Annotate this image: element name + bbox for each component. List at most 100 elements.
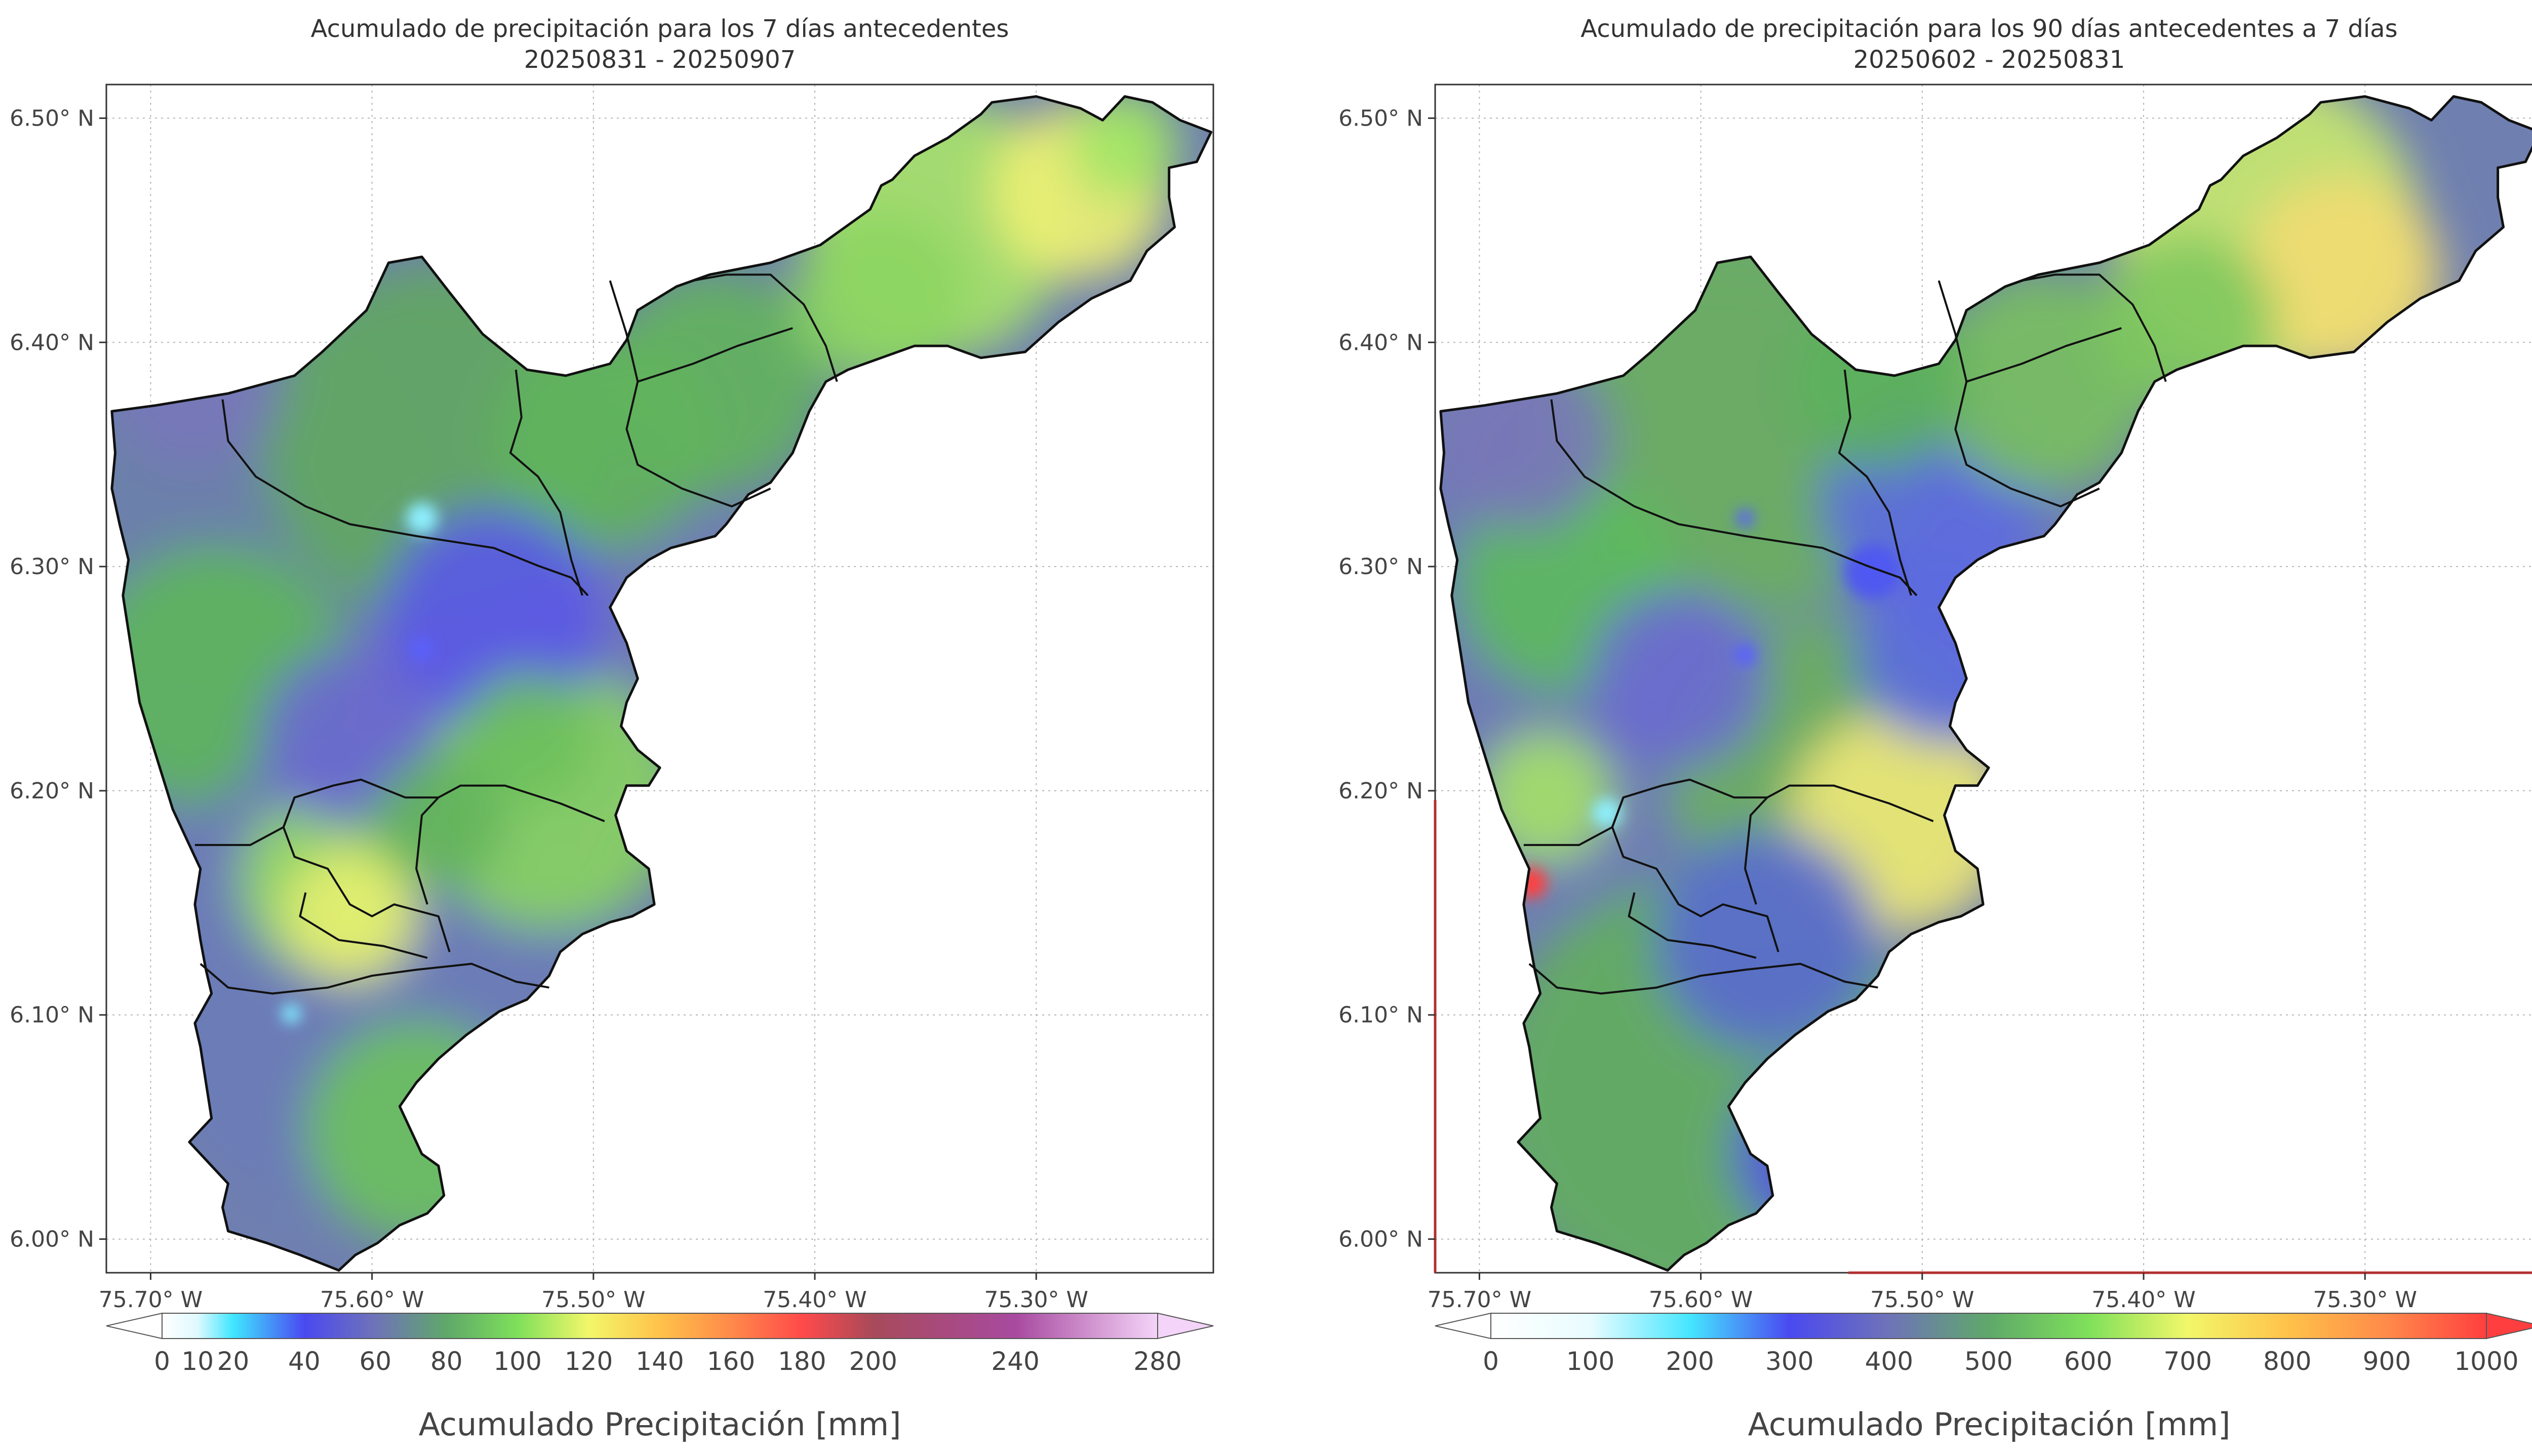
right-panel: Acumulado de precipitación para los 90 d… <box>1338 15 2532 1443</box>
left-basin-outline <box>110 95 1213 1272</box>
field-blob <box>2099 233 2277 411</box>
colorbar-extend-low <box>1435 1312 1491 1340</box>
left-subbasin-boundaries <box>194 273 838 995</box>
field-blob <box>1789 293 1967 470</box>
left-x-ticks: 75.70° W 75.60° W 75.50° W 75.40° W 75.30° W <box>99 1273 1088 1313</box>
subbasin-boundary <box>221 399 589 596</box>
left-panel: Acumulado de precipitación para los 7 dí… <box>10 15 1214 1443</box>
colorbar-tick-label: 20 <box>217 1347 250 1376</box>
colorbar-tick-label: 160 <box>707 1347 755 1376</box>
field-hotspots <box>281 503 438 1024</box>
subbasin-boundary <box>1744 796 1768 905</box>
subbasin-boundary <box>693 273 838 382</box>
colorbar-tick-label: 200 <box>1666 1347 1714 1376</box>
y-tick-label: 6.50° N <box>10 105 94 131</box>
x-tick-label: 75.60° W <box>1649 1287 1753 1313</box>
colorbar-tick-label: 900 <box>2363 1347 2411 1376</box>
field-hotspot <box>1736 509 1754 528</box>
y-tick-label: 6.50° N <box>1338 105 1423 131</box>
y-tick-label: 6.30° N <box>1338 554 1423 580</box>
colorbar-tick-label: 60 <box>359 1347 391 1376</box>
x-tick-label: 75.50° W <box>541 1287 645 1313</box>
colorbar-tick-label: 0 <box>154 1347 170 1376</box>
x-tick-label: 75.50° W <box>1870 1287 1974 1313</box>
left-chart-title: Acumulado de precipitación para los 7 dí… <box>311 15 1009 43</box>
left-colorbar: 0 10 20 40 60 80 100 120 140 160 180 200 240 280 <box>106 1312 1214 1376</box>
subbasin-boundary <box>637 327 793 383</box>
colorbar-tick-label: 300 <box>1765 1347 1813 1376</box>
colorbar-extend-low <box>106 1312 163 1340</box>
colorbar-tick-label: 800 <box>2263 1347 2311 1376</box>
subbasin-boundary <box>1550 399 1918 596</box>
subbasin-boundary <box>299 892 428 959</box>
y-tick-label: 6.40° N <box>1338 330 1423 355</box>
colorbar-tick-label: 100 <box>493 1347 541 1376</box>
field-blobs <box>1440 96 2443 1271</box>
colorbar-tick-label: 120 <box>565 1347 613 1376</box>
x-tick-label: 75.40° W <box>2091 1287 2195 1313</box>
colorbar-tick-label: 200 <box>849 1347 897 1376</box>
left-colorbar-label: Acumulado Precipitación [mm] <box>419 1406 901 1443</box>
field-blob <box>305 1019 527 1241</box>
field-blob <box>1440 352 1612 530</box>
colorbar-frame <box>162 1313 1158 1339</box>
x-tick-label: 75.30° W <box>984 1287 1088 1313</box>
subbasin-boundary <box>194 779 605 846</box>
field-blob <box>1069 96 1180 199</box>
field-blobs <box>111 96 1180 1241</box>
subbasin-boundary <box>2022 273 2167 382</box>
subbasin-boundary <box>1523 779 1934 846</box>
field-blob <box>372 754 505 888</box>
colorbar-tick-label: 140 <box>636 1347 684 1376</box>
x-tick-label: 75.30° W <box>2313 1287 2417 1313</box>
colorbar-tick-label: 40 <box>288 1347 321 1376</box>
colorbar-tick-label: 100 <box>1566 1347 1614 1376</box>
left-map-frame <box>105 84 1214 1274</box>
colorbar-tick-label: 240 <box>991 1347 1039 1376</box>
colorbar-ramp <box>162 1313 1158 1339</box>
field-blob <box>383 508 605 730</box>
right-chart-title: Acumulado de precipitación para los 90 d… <box>1580 15 2397 43</box>
field-blob <box>1933 271 2155 493</box>
subbasin-boundary <box>609 280 771 508</box>
subbasin-boundary <box>1528 962 1878 995</box>
colorbar-tick-label: 180 <box>778 1347 826 1376</box>
right-y-ticks: 6.50° N 6.40° N 6.30° N 6.20° N 6.10° N 6.00°… <box>1338 105 1435 1252</box>
subbasin-boundary <box>1611 797 1779 952</box>
right-chart-subtitle: 20250602 - 20250831 <box>1853 46 2125 74</box>
field-blob <box>1734 1065 1911 1243</box>
field-hotspot <box>1516 867 1547 899</box>
x-tick-label: 75.70° W <box>1428 1287 1531 1313</box>
field-blob <box>1590 590 1767 767</box>
y-tick-label: 6.00° N <box>10 1227 94 1252</box>
subbasin-boundary <box>1966 327 2122 383</box>
field-hotspot <box>1844 544 1901 599</box>
right-basin-outline <box>1439 95 2532 1272</box>
right-colorbar: 0 100 200 300 400 500 600 700 800 900 1000 <box>1435 1312 2532 1376</box>
field-blob <box>1479 731 1612 864</box>
colorbar-extend-high <box>1157 1312 1214 1340</box>
x-tick-label: 75.70° W <box>99 1287 203 1313</box>
field-blob <box>793 210 970 387</box>
colorbar-tick-label: 600 <box>2064 1347 2112 1376</box>
right-x-ticks: 75.70° W 75.60° W 75.50° W 75.40° W 75.30° W <box>1428 1273 2417 1313</box>
field-blob <box>283 850 417 983</box>
colorbar-tick-label: 400 <box>1865 1347 1913 1376</box>
colorbar-tick-label: 10 <box>181 1347 214 1376</box>
right-colorbar-label: Acumulado Precipitación [mm] <box>1748 1406 2231 1443</box>
colorbar-tick-label: 0 <box>1483 1347 1499 1376</box>
colorbar-frame <box>1491 1313 2486 1339</box>
subbasin-boundary <box>415 796 440 905</box>
left-y-ticks: 6.50° N 6.40° N 6.30° N 6.20° N 6.10° N 6.00°… <box>10 105 106 1252</box>
x-tick-label: 75.60° W <box>320 1287 424 1313</box>
left-chart-subtitle: 20250831 - 20250907 <box>524 46 796 74</box>
y-tick-label: 6.40° N <box>10 330 94 355</box>
colorbar-tick-label: 1000 <box>2454 1347 2518 1376</box>
y-tick-label: 6.10° N <box>10 1002 94 1028</box>
y-tick-label: 6.20° N <box>1338 778 1423 804</box>
colorbar-extend-high <box>2486 1312 2532 1340</box>
y-tick-label: 6.00° N <box>1338 1227 1423 1252</box>
field-hotspot <box>281 1003 301 1024</box>
field-blob <box>1656 829 1878 1051</box>
